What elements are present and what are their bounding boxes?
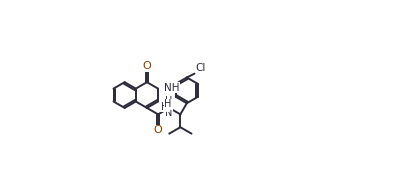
Text: N: N xyxy=(165,108,173,118)
Text: H: H xyxy=(161,102,168,112)
Text: NH: NH xyxy=(164,83,180,93)
Text: H: H xyxy=(164,99,171,109)
Text: O: O xyxy=(143,61,151,71)
Text: O: O xyxy=(154,125,162,135)
Text: Cl: Cl xyxy=(196,63,206,73)
Text: H: H xyxy=(165,96,173,106)
